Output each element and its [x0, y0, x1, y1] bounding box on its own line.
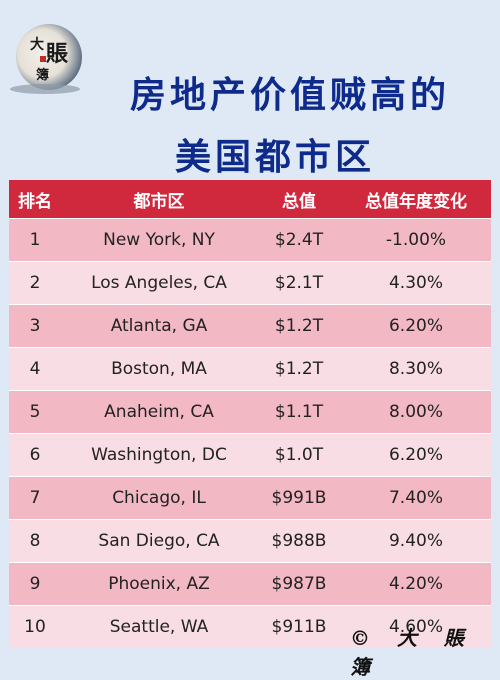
cell-city: New York, NY [61, 218, 257, 262]
logo-char-3: 簿 [36, 68, 50, 83]
cell-rank: 1 [9, 218, 61, 262]
header-city: 都市区 [61, 180, 257, 219]
cell-city: Boston, MA [61, 347, 257, 391]
cell-rank: 7 [9, 476, 61, 520]
cell-value: $1.0T [257, 433, 341, 477]
cell-city: Seattle, WA [61, 605, 257, 648]
table-row: 8 San Diego, CA $988B 9.40% [9, 519, 491, 563]
cell-rank: 5 [9, 390, 61, 434]
table-row: 5 Anaheim, CA $1.1T 8.00% [9, 390, 491, 434]
table-row: 10 Seattle, WA $911B 4.60% [9, 605, 491, 648]
cell-value: $987B [257, 562, 341, 606]
cell-value: $1.2T [257, 304, 341, 348]
cell-change: 4.30% [341, 261, 491, 305]
cell-value: $2.4T [257, 218, 341, 262]
cell-value: $988B [257, 519, 341, 563]
cell-city: Los Angeles, CA [61, 261, 257, 305]
copyright-footer: © 大 賬 簿 [350, 626, 474, 679]
cell-value: $991B [257, 476, 341, 520]
logo-base [10, 84, 80, 94]
cell-rank: 9 [9, 562, 61, 606]
cell-change: 4.60% [341, 605, 491, 648]
cell-rank: 10 [9, 605, 61, 648]
table-row: 6 Washington, DC $1.0T 6.20% [9, 433, 491, 477]
cell-change: 8.30% [341, 347, 491, 391]
logo-char-2: 賬 [46, 41, 69, 67]
cell-change: 4.20% [341, 562, 491, 606]
page: 大 賬 簿 房地产价值贼高的 美国都市区 排名 都市区 总值 总值年度变化 1 … [9, 22, 491, 679]
cell-value: $1.1T [257, 390, 341, 434]
logo-char-1: 大 [30, 37, 44, 53]
header-rank: 排名 [9, 180, 61, 219]
cell-change: -1.00% [341, 218, 491, 262]
table-row: 1 New York, NY $2.4T -1.00% [9, 218, 491, 262]
page-title-line-2: 美国都市区 [174, 137, 375, 178]
ranking-table: 排名 都市区 总值 总值年度变化 1 New York, NY $2.4T -1… [9, 180, 491, 648]
cell-rank: 3 [9, 304, 61, 348]
cell-change: 7.40% [341, 476, 491, 520]
table-row: 4 Boston, MA $1.2T 8.30% [9, 347, 491, 391]
cell-rank: 6 [9, 433, 61, 477]
cell-value: $2.1T [257, 261, 341, 305]
table-header-row: 排名 都市区 总值 总值年度变化 [9, 180, 491, 219]
cell-value: $1.2T [257, 347, 341, 391]
table-row: 2 Los Angeles, CA $2.1T 4.30% [9, 261, 491, 305]
table-row: 7 Chicago, IL $991B 7.40% [9, 476, 491, 520]
cell-city: Anaheim, CA [61, 390, 257, 434]
table-row: 3 Atlanta, GA $1.2T 6.20% [9, 304, 491, 348]
cell-rank: 8 [9, 519, 61, 563]
cell-change: 9.40% [341, 519, 491, 563]
cell-rank: 2 [9, 261, 61, 305]
cell-city: Atlanta, GA [61, 304, 257, 348]
cell-value: $911B [257, 605, 341, 648]
brand-logo: 大 賬 簿 [10, 22, 86, 94]
cell-city: San Diego, CA [61, 519, 257, 563]
cell-city: Chicago, IL [61, 476, 257, 520]
cell-change: 6.20% [341, 433, 491, 477]
cell-city: Washington, DC [61, 433, 257, 477]
cell-change: 8.00% [341, 390, 491, 434]
header-change: 总值年度变化 [341, 180, 491, 219]
cell-rank: 4 [9, 347, 61, 391]
logo-seal [40, 56, 46, 62]
header-value: 总值 [257, 180, 341, 219]
table-row: 9 Phoenix, AZ $987B 4.20% [9, 562, 491, 606]
logo-circle [16, 24, 82, 90]
cell-change: 6.20% [341, 304, 491, 348]
page-title-line-1: 房地产价值贼高的 [129, 75, 450, 116]
cell-city: Phoenix, AZ [61, 562, 257, 606]
